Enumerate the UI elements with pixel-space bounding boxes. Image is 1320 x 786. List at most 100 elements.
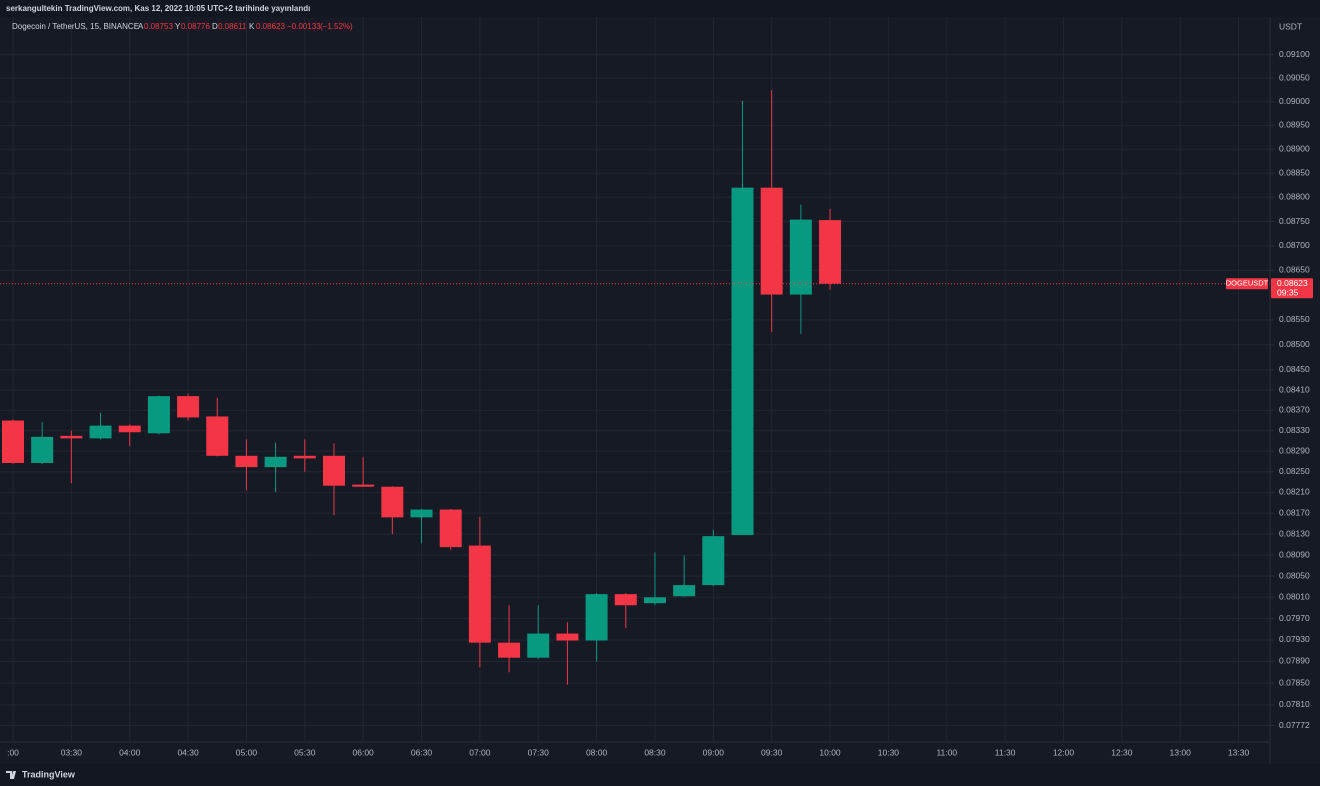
price-tag-bg (1271, 278, 1313, 299)
candle-body (614, 594, 637, 606)
low-label: D (212, 22, 218, 31)
x-tick-label: 06:00 (353, 747, 375, 757)
symbol: Dogecoin / TetherUS, 15, BINANCE (12, 22, 139, 31)
candle-body (322, 455, 345, 486)
close-label: K (249, 22, 255, 31)
y-tick-label: 0.08130 (1279, 528, 1310, 538)
y-tick-label: 0.07850 (1279, 677, 1310, 687)
countdown: 09:35 (1277, 287, 1299, 297)
attribution: serkangultekin TradingView.com, Kas 12, … (6, 4, 310, 13)
y-tick-label: 0.08010 (1279, 592, 1310, 602)
candle-body (147, 396, 170, 434)
x-tick-label: 07:30 (528, 747, 550, 757)
candle-body (60, 435, 83, 439)
candle-body (527, 633, 550, 658)
y-tick-label: 0.08090 (1279, 549, 1310, 559)
candle-body (89, 425, 112, 439)
candles (0, 89, 1270, 685)
close-value: 0.08623 (256, 22, 285, 31)
high-value: 0.08776 (181, 22, 210, 31)
x-tick-label: 08:00 (586, 747, 608, 757)
change-pct: (−1.52%) (320, 22, 353, 31)
high-label: Y (175, 22, 181, 31)
currency: USDT (1279, 21, 1302, 31)
x-tick-label: 10:30 (878, 747, 900, 757)
candle-body (352, 484, 375, 487)
candle-body (556, 633, 579, 641)
candle-body (235, 455, 258, 468)
change: −0.00133 (287, 22, 321, 31)
candle-body (731, 187, 754, 536)
candle-body (206, 416, 229, 456)
x-tick-label: 05:30 (294, 747, 316, 757)
candle-body (2, 420, 24, 463)
candle-body (381, 486, 404, 518)
y-tick-label: 0.07930 (1279, 634, 1310, 644)
y-tick-label: 0.08850 (1279, 167, 1310, 177)
candle-body (177, 396, 200, 418)
candle-body (293, 455, 316, 459)
y-tick-label: 0.08210 (1279, 487, 1310, 497)
candle-body (410, 509, 433, 518)
y-tick-label: 0.08950 (1279, 120, 1310, 130)
x-tick-label: :00 (7, 747, 19, 757)
candle-body (789, 219, 812, 295)
y-tick-label: 0.09100 (1279, 49, 1310, 59)
candle-body (264, 456, 287, 468)
candle-body (760, 187, 783, 295)
x-tick-label: 05:00 (236, 747, 258, 757)
x-tick-label: 12:30 (1111, 747, 1133, 757)
y-tick-label: 0.08450 (1279, 364, 1310, 374)
footer-bar (0, 764, 1320, 786)
x-tick-label: 10:00 (819, 747, 841, 757)
candle-body (643, 597, 666, 604)
candle-body (673, 585, 696, 597)
candle-body (702, 536, 725, 586)
symbol-tag-bg (1226, 278, 1268, 290)
y-tick-label: 0.08370 (1279, 405, 1310, 415)
x-tick-label: 11:00 (936, 747, 957, 757)
y-tick-label: 0.08900 (1279, 144, 1310, 154)
attribution-bar (0, 0, 1320, 17)
x-tick-label: 04:30 (177, 747, 199, 757)
y-tick-label: 0.07970 (1279, 613, 1310, 623)
y-tick-label: 0.08750 (1279, 216, 1310, 226)
candle-body (498, 642, 521, 658)
price-tag: 0.08623 (1277, 278, 1308, 288)
brand[interactable]: TradingView (22, 769, 76, 779)
x-tick-label: 11:30 (995, 747, 1016, 757)
x-tick-label: 12:00 (1053, 747, 1075, 757)
y-tick-label: 0.09000 (1279, 96, 1310, 106)
candle-body (819, 220, 842, 284)
ohlc-legend: Dogecoin / TetherUS, 15, BINANCE A 0.087… (12, 22, 353, 31)
grid (0, 17, 1270, 742)
y-tick-label: 0.08250 (1279, 466, 1310, 476)
y-tick-label: 0.08290 (1279, 445, 1310, 455)
symbol-tag: DOGEUSDT (1226, 279, 1269, 288)
candle-body (585, 594, 608, 641)
x-tick-label: 08:30 (644, 747, 666, 757)
x-tick-label: 06:30 (411, 747, 433, 757)
y-tick-label: 0.08700 (1279, 240, 1310, 250)
y-tick-label: 0.08050 (1279, 570, 1310, 580)
x-tick-label: 07:00 (469, 747, 491, 757)
y-tick-label: 0.08170 (1279, 507, 1310, 517)
x-tick-label: 13:30 (1228, 747, 1250, 757)
open-value: 0.08753 (144, 22, 173, 31)
x-tick-label: 09:30 (761, 747, 783, 757)
candle-body (439, 509, 462, 548)
y-tick-label: 0.09050 (1279, 72, 1310, 82)
y-tick-label: 0.07772 (1279, 720, 1310, 730)
y-tick-label: 0.08550 (1279, 314, 1310, 324)
candle-body (468, 545, 491, 643)
y-tick-label: 0.07890 (1279, 656, 1310, 666)
open-label: A (138, 22, 144, 31)
y-tick-label: 0.08800 (1279, 192, 1310, 202)
x-tick-label: 13:00 (1170, 747, 1192, 757)
y-tick-label: 0.08410 (1279, 384, 1310, 394)
low-value: 0.08611 (218, 22, 247, 31)
y-tick-label: 0.07810 (1279, 699, 1310, 709)
